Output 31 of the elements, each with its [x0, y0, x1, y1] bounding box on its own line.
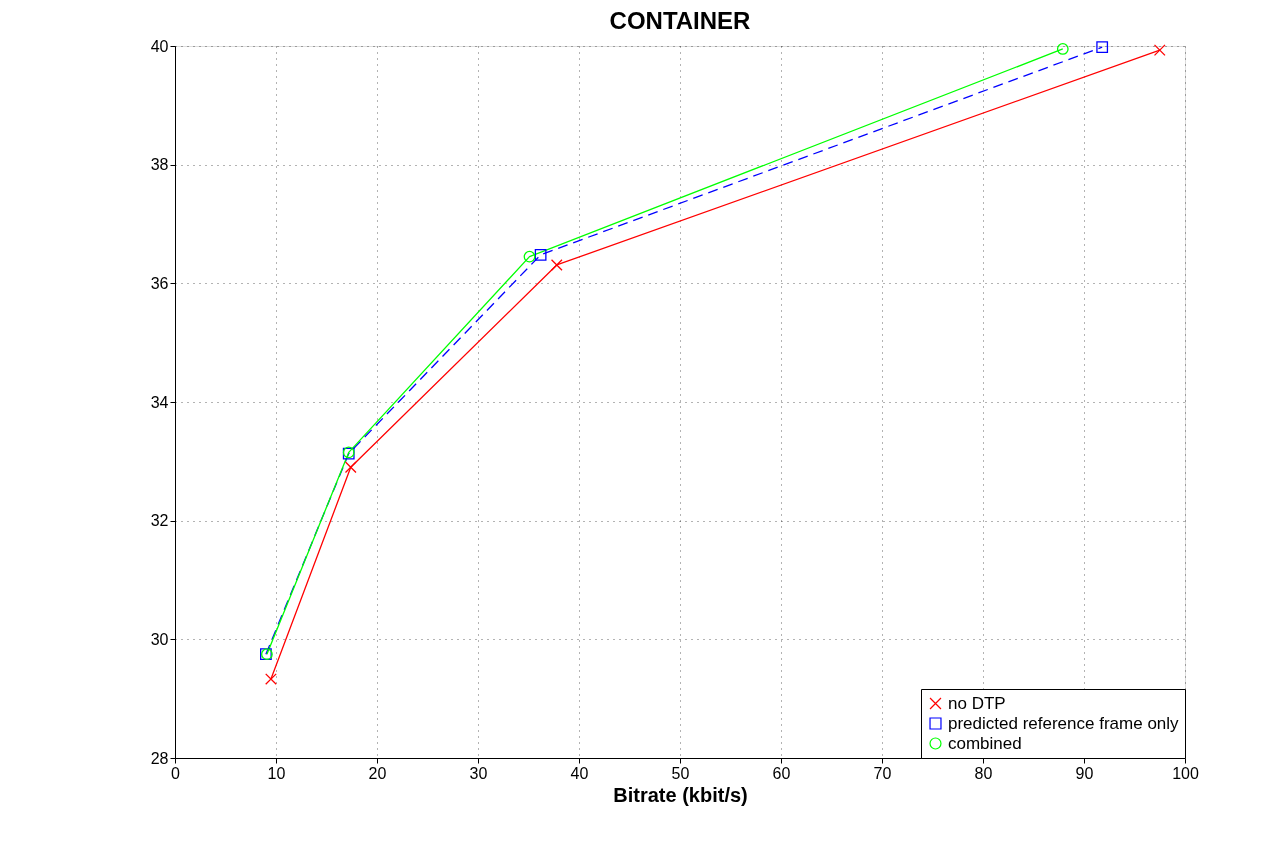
y-tick-label: 32 — [150, 512, 169, 530]
x-tick-label: 20 — [368, 764, 387, 782]
x-tick-label: 10 — [267, 764, 286, 782]
x-tick-label: 50 — [671, 764, 690, 782]
legend-label: combined — [948, 733, 1022, 753]
point — [523, 250, 536, 263]
y-tick-label: 40 — [150, 37, 169, 55]
x-tick-label: 70 — [873, 764, 892, 782]
chart-title: CONTAINER — [609, 7, 751, 34]
point — [550, 259, 563, 271]
x-tick-label: 30 — [469, 764, 488, 782]
point — [344, 461, 357, 474]
point — [1096, 41, 1109, 54]
x-tick-label: 90 — [1075, 764, 1094, 782]
x-tick-label: 40 — [570, 764, 589, 782]
x-tick-label: 100 — [1172, 764, 1199, 782]
legend-label: predicted reference frame only — [948, 713, 1180, 733]
point — [534, 248, 547, 261]
x-tick-label: 60 — [772, 764, 791, 782]
y-tick-label: 36 — [150, 274, 169, 292]
x-tick-label: 0 — [171, 764, 181, 782]
y-tick-label: 38 — [150, 156, 169, 174]
y-tick-label: 28 — [150, 749, 169, 767]
x-axis-title: Bitrate (kbit/s) — [613, 783, 748, 806]
point — [1056, 43, 1069, 55]
x-tick-label: 80 — [974, 764, 993, 782]
point — [265, 673, 277, 685]
y-tick-label: 30 — [150, 630, 169, 648]
point — [1153, 44, 1166, 57]
legend-label: no DTP — [948, 693, 1006, 713]
y-tick-label: 34 — [150, 393, 169, 411]
